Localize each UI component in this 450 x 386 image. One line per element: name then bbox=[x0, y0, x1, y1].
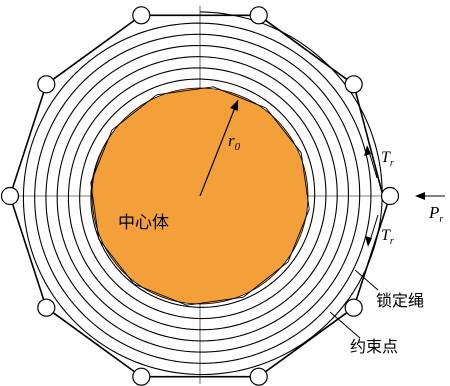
constraint-point-5 bbox=[249, 367, 268, 386]
tension-arrowhead-upper bbox=[364, 145, 371, 156]
constraint-point-6 bbox=[132, 367, 151, 386]
constraint-point-10 bbox=[132, 6, 151, 25]
cable-leader-line bbox=[354, 269, 379, 291]
central-body-label: 中心体 bbox=[118, 213, 169, 233]
load-label: Pr bbox=[428, 203, 443, 225]
tension-arrowhead-lower bbox=[365, 236, 372, 247]
tension-label-lower: Tr bbox=[381, 227, 394, 247]
load-arrowhead bbox=[415, 192, 425, 200]
spiral-winding bbox=[22, 11, 383, 376]
radius-label: r0 bbox=[228, 131, 241, 153]
constraint-point-7 bbox=[37, 298, 56, 317]
constraint-leader-line bbox=[329, 311, 361, 339]
tension-label-upper: Tr bbox=[381, 149, 394, 169]
radius-arrowhead bbox=[230, 100, 238, 111]
constraint-point-9 bbox=[37, 75, 56, 94]
constraint-point-4 bbox=[344, 298, 363, 317]
radius-arrow bbox=[199, 99, 239, 197]
lashing-cable bbox=[9, 14, 392, 378]
constraint-point-2 bbox=[344, 75, 363, 94]
cable-label: 锁定绳 bbox=[376, 291, 424, 310]
constraint-point-label: 约束点 bbox=[350, 337, 398, 356]
constraint-point-3 bbox=[380, 186, 400, 206]
cable-windings bbox=[22, 11, 383, 376]
constraint-points bbox=[0, 6, 400, 386]
constraint-point-8 bbox=[0, 186, 20, 206]
constraint-point-1 bbox=[249, 6, 268, 25]
central-body-polygon bbox=[90, 86, 310, 306]
